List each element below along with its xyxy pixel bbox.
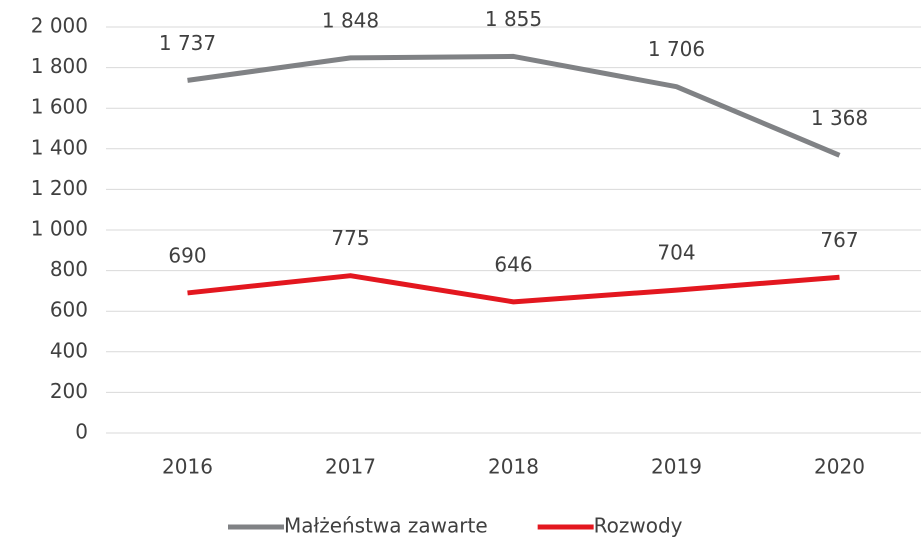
legend-label: Małżeństwa zawarte	[284, 514, 488, 538]
y-tick-label: 400	[50, 338, 88, 362]
x-tick-label: 2017	[325, 455, 376, 479]
legend-label: Rozwody	[594, 514, 683, 538]
data-label: 1 368	[811, 106, 868, 130]
data-label: 1 848	[322, 8, 379, 32]
data-label: 1 855	[485, 7, 542, 31]
data-label: 690	[168, 243, 206, 267]
y-tick-label: 1 400	[31, 135, 88, 159]
x-tick-label: 2016	[162, 455, 213, 479]
y-tick-label: 1 000	[31, 217, 88, 241]
series-line	[187, 53, 841, 158]
data-label: 646	[494, 252, 532, 276]
x-tick-label: 2020	[814, 455, 865, 479]
data-label: 775	[331, 226, 369, 250]
x-tick-label: 2018	[488, 455, 539, 479]
y-tick-label: 200	[50, 379, 88, 403]
y-tick-label: 800	[50, 257, 88, 281]
y-tick-label: 1 200	[31, 176, 88, 200]
y-tick-label: 600	[50, 298, 88, 322]
data-label: 1 737	[159, 31, 216, 55]
series-line	[187, 273, 840, 305]
y-tick-label: 0	[75, 420, 88, 444]
data-label: 1 706	[648, 37, 705, 61]
y-tick-label: 2 000	[31, 14, 88, 38]
data-label: 704	[657, 241, 695, 265]
y-tick-label: 1 800	[31, 54, 88, 78]
x-tick-label: 2019	[651, 455, 702, 479]
data-label: 767	[820, 228, 858, 252]
y-tick-label: 1 600	[31, 95, 88, 119]
